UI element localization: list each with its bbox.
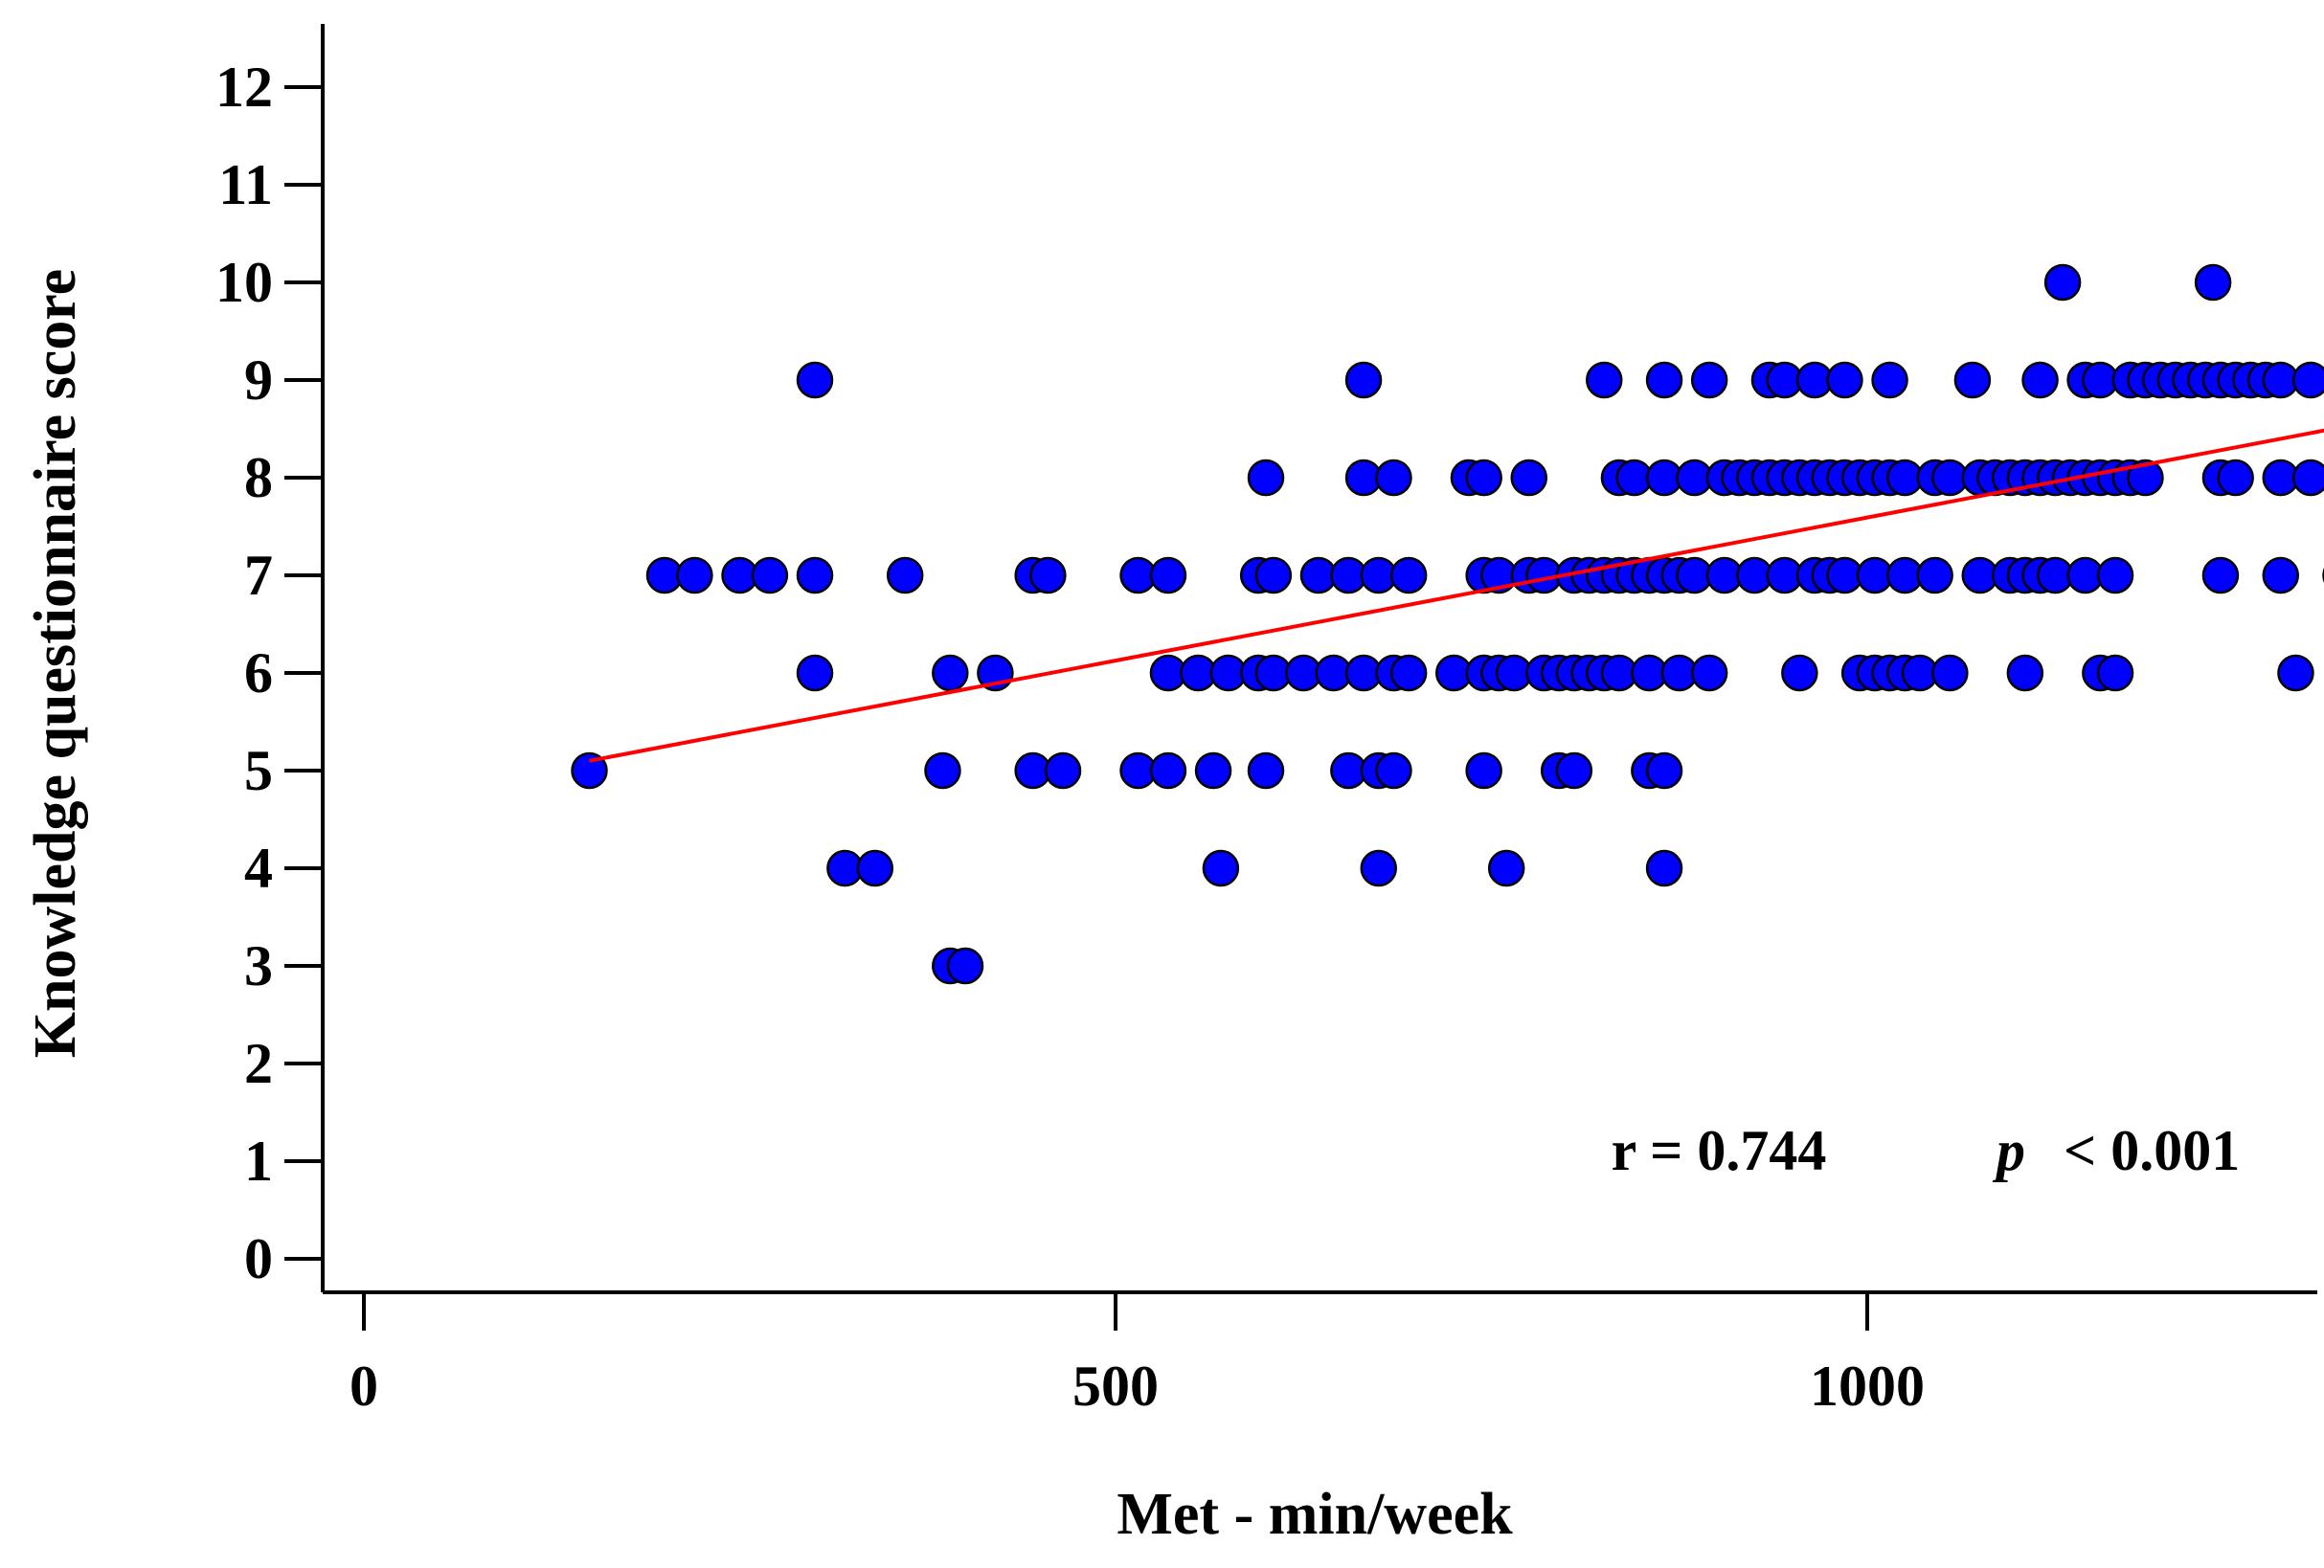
y-tick-label: 2 xyxy=(244,1032,273,1095)
data-point xyxy=(798,558,832,593)
y-tick-label: 0 xyxy=(244,1227,273,1290)
data-point xyxy=(1489,851,1523,885)
y-tick-label: 7 xyxy=(244,544,273,607)
data-point xyxy=(1647,851,1681,885)
data-point xyxy=(2293,460,2324,495)
data-point xyxy=(2045,265,2080,300)
data-point xyxy=(1362,851,1396,885)
data-points xyxy=(573,70,2324,983)
data-point xyxy=(1692,656,1726,690)
data-point xyxy=(1376,753,1410,788)
data-point xyxy=(1467,753,1501,788)
y-tick-label: 10 xyxy=(215,251,273,314)
data-point xyxy=(1151,753,1185,788)
x-axis-title: Met - min/week xyxy=(1117,1482,1513,1547)
data-point xyxy=(1204,851,1238,885)
y-tick-label: 3 xyxy=(244,934,273,997)
data-point xyxy=(2098,558,2132,593)
y-tick-label: 8 xyxy=(244,446,273,509)
data-point xyxy=(1692,363,1726,397)
data-point xyxy=(2219,460,2253,495)
data-point xyxy=(1046,753,1080,788)
data-point xyxy=(677,558,711,593)
data-point xyxy=(1955,363,1990,397)
data-point xyxy=(1873,363,1907,397)
data-point xyxy=(925,753,959,788)
data-point xyxy=(1557,753,1591,788)
data-point xyxy=(753,558,787,593)
data-point xyxy=(1196,753,1230,788)
data-point xyxy=(1249,753,1283,788)
data-point xyxy=(1391,656,1426,690)
data-point xyxy=(1647,363,1681,397)
data-point xyxy=(1918,558,1952,593)
y-axis-title: Knowledge questionnaire score xyxy=(23,269,88,1058)
data-point xyxy=(2293,363,2324,397)
data-point xyxy=(2098,656,2132,690)
data-point xyxy=(948,949,982,983)
y-tick-label: 5 xyxy=(244,739,273,802)
correlation-annotation: r = 0.744 xyxy=(1612,1119,1827,1182)
data-point xyxy=(1249,460,1283,495)
data-point xyxy=(1030,558,1065,593)
data-point xyxy=(2264,558,2298,593)
axes: 012345678910111205001000150020002500 xyxy=(215,24,2324,1418)
data-point xyxy=(2203,558,2238,593)
data-point xyxy=(1467,460,1501,495)
data-point xyxy=(1376,460,1410,495)
data-point xyxy=(1512,460,1546,495)
y-tick-label: 4 xyxy=(244,837,273,900)
data-point xyxy=(798,656,832,690)
data-point xyxy=(2008,656,2042,690)
data-point xyxy=(2023,363,2058,397)
data-point xyxy=(1932,656,1967,690)
data-point xyxy=(858,851,892,885)
data-point xyxy=(933,656,967,690)
data-point xyxy=(2278,656,2313,690)
data-point xyxy=(2196,265,2230,300)
data-point xyxy=(1587,363,1621,397)
data-point xyxy=(1151,558,1185,593)
p-value-annotation: < 0.001 xyxy=(2064,1119,2240,1182)
data-point xyxy=(798,363,832,397)
data-point xyxy=(1782,656,1816,690)
p-symbol-annotation: p xyxy=(1992,1119,2025,1182)
data-point xyxy=(1827,363,1861,397)
data-point xyxy=(1346,363,1381,397)
y-tick-label: 1 xyxy=(244,1130,273,1193)
x-tick-label: 0 xyxy=(350,1355,378,1418)
data-point xyxy=(888,558,922,593)
data-point xyxy=(1391,558,1426,593)
data-point xyxy=(1256,558,1291,593)
y-tick-label: 6 xyxy=(244,641,273,705)
x-tick-label: 500 xyxy=(1072,1355,1159,1418)
x-tick-label: 1000 xyxy=(1810,1355,1925,1418)
y-tick-label: 12 xyxy=(215,56,273,119)
y-tick-label: 11 xyxy=(218,153,273,216)
data-point xyxy=(1647,753,1681,788)
y-tick-label: 9 xyxy=(244,348,273,412)
